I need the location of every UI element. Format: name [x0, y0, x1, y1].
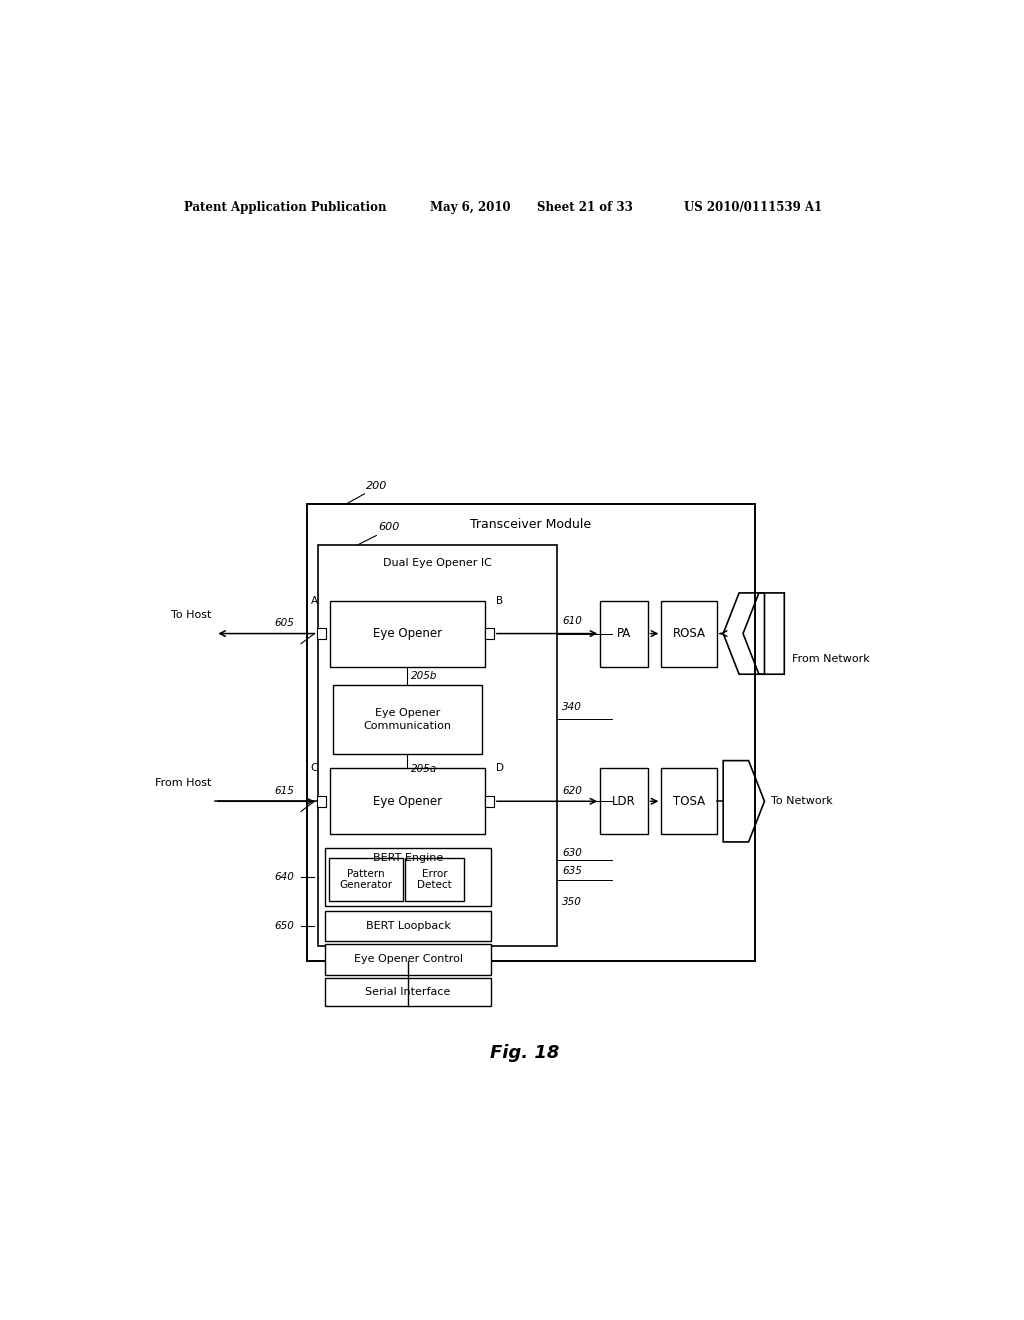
Text: To Network: To Network	[771, 796, 833, 807]
Text: Error
Detect: Error Detect	[418, 869, 453, 890]
Text: 630: 630	[562, 847, 582, 858]
Text: B: B	[497, 595, 504, 606]
Text: A: A	[310, 595, 317, 606]
Text: Fig. 18: Fig. 18	[490, 1044, 559, 1061]
Text: Eye Opener: Eye Opener	[373, 627, 442, 640]
Text: 340: 340	[562, 702, 582, 713]
Text: 605: 605	[274, 618, 295, 628]
Text: 620: 620	[562, 787, 582, 796]
Text: ROSA: ROSA	[673, 627, 706, 640]
Text: US 2010/0111539 A1: US 2010/0111539 A1	[684, 201, 821, 214]
Bar	[325, 944, 492, 974]
Text: 635: 635	[562, 866, 582, 876]
Text: TOSA: TOSA	[673, 795, 706, 808]
Text: To Host: To Host	[171, 610, 211, 620]
Bar	[317, 628, 326, 639]
Bar	[485, 796, 494, 807]
Bar	[600, 768, 648, 834]
Text: Patent Application Publication: Patent Application Publication	[183, 201, 386, 214]
Text: LDR: LDR	[612, 795, 636, 808]
Text: 205b: 205b	[412, 671, 438, 681]
Text: Serial Interface: Serial Interface	[366, 987, 451, 997]
Bar	[325, 911, 492, 941]
Bar	[331, 601, 485, 667]
Bar	[662, 601, 717, 667]
Bar	[485, 628, 494, 639]
Text: 600: 600	[378, 523, 399, 532]
Text: Eye Opener Control: Eye Opener Control	[353, 954, 463, 965]
Bar	[333, 685, 482, 754]
Text: 650: 650	[274, 921, 295, 931]
Text: Eye Opener
Communication: Eye Opener Communication	[364, 709, 452, 731]
Text: 205a: 205a	[412, 764, 437, 775]
Text: PA: PA	[616, 627, 631, 640]
Text: 640: 640	[274, 873, 295, 882]
Bar	[662, 768, 717, 834]
Bar	[600, 601, 648, 667]
Bar	[306, 504, 755, 961]
Text: D: D	[497, 763, 504, 774]
Text: BERT Loopback: BERT Loopback	[366, 921, 451, 931]
Text: 615: 615	[274, 787, 295, 796]
Bar	[329, 858, 402, 902]
Text: Transceiver Module: Transceiver Module	[470, 517, 591, 531]
Bar	[318, 545, 557, 946]
Text: From Network: From Network	[793, 653, 870, 664]
Text: Dual Eye Opener IC: Dual Eye Opener IC	[383, 558, 492, 568]
Bar	[317, 796, 326, 807]
Text: Sheet 21 of 33: Sheet 21 of 33	[537, 201, 633, 214]
Text: 350: 350	[562, 898, 582, 907]
Text: Eye Opener: Eye Opener	[373, 795, 442, 808]
Bar	[325, 978, 492, 1006]
Text: From Host: From Host	[155, 777, 211, 788]
Text: May 6, 2010: May 6, 2010	[430, 201, 510, 214]
Text: Pattern
Generator: Pattern Generator	[339, 869, 392, 890]
Bar	[404, 858, 465, 902]
Bar	[331, 768, 485, 834]
Text: BERT Engine: BERT Engine	[373, 853, 443, 863]
Bar	[325, 847, 492, 907]
Text: C: C	[310, 763, 317, 774]
Text: 610: 610	[562, 616, 582, 627]
Text: 200: 200	[367, 480, 387, 491]
